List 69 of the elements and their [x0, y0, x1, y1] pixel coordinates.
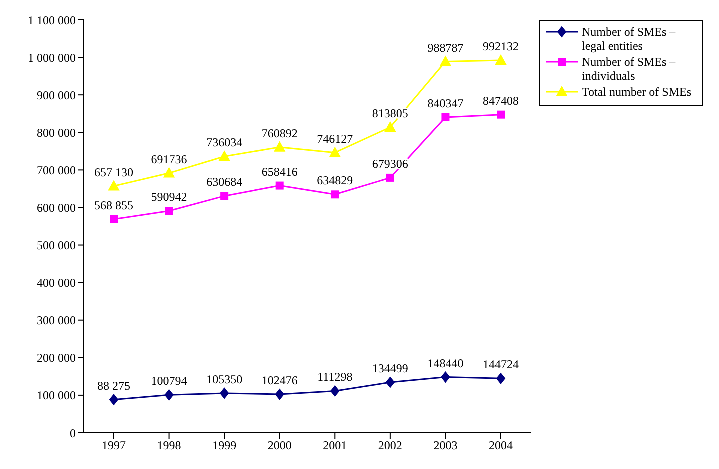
point — [384, 122, 396, 132]
point — [164, 390, 174, 401]
point — [164, 168, 175, 178]
data-label: 988787 — [428, 40, 464, 55]
data-label: 102476 — [262, 374, 298, 388]
data-label: 88 275 — [98, 378, 130, 393]
x-tick-label: 2003 — [434, 438, 458, 453]
x-tick-label: 2001 — [323, 438, 348, 453]
y-tick-label: 0 — [70, 426, 76, 440]
data-label: 100794 — [151, 374, 188, 388]
point — [108, 180, 120, 191]
point — [219, 151, 230, 162]
point — [110, 215, 118, 224]
x-tick-label: 1998 — [157, 438, 182, 453]
legend-label: Number of SMEs – legal entities — [582, 25, 677, 53]
y-tick-label: 900 000 — [37, 88, 76, 102]
point — [330, 147, 341, 158]
data-label: 847408 — [483, 94, 519, 108]
x-tick-label: 1999 — [212, 438, 237, 453]
legend-label: Total number of SMEs — [582, 85, 692, 99]
y-tick-label: 200 000 — [37, 351, 76, 366]
data-label: 657 130 — [94, 165, 134, 180]
y-tick-label: 600 000 — [37, 200, 76, 215]
y-tick-label: 400 000 — [37, 276, 76, 290]
data-label: 746127 — [317, 132, 354, 146]
x-tick-label: 1997 — [102, 438, 126, 453]
data-label: 590942 — [151, 190, 188, 204]
y-tick-label: 700 000 — [37, 163, 76, 178]
x-tick-label: 2004 — [489, 438, 513, 453]
x-tick-label: 2000 — [268, 438, 292, 453]
data-label: 630684 — [206, 175, 243, 190]
data-label: 992132 — [483, 40, 519, 54]
data-label: 111298 — [318, 370, 353, 384]
point — [330, 386, 340, 397]
data-label: 736034 — [206, 136, 243, 150]
legend-label: Number of SMEs – individuals — [582, 55, 677, 83]
point — [496, 373, 506, 384]
point — [276, 182, 284, 190]
data-label: 148440 — [428, 356, 464, 370]
data-label: 568 855 — [94, 198, 134, 212]
point — [496, 55, 506, 65]
data-label: 840347 — [428, 96, 464, 110]
point — [275, 389, 284, 400]
data-label: 634829 — [317, 174, 354, 188]
point — [497, 110, 505, 119]
point — [165, 207, 174, 216]
data-label: 134499 — [372, 362, 408, 376]
point — [110, 394, 118, 406]
data-label: 760892 — [262, 126, 298, 140]
point — [386, 174, 394, 182]
point — [274, 142, 286, 152]
point — [220, 192, 229, 200]
point — [220, 388, 230, 399]
y-tick-label: 1 100 000 — [28, 13, 76, 28]
point — [331, 190, 340, 199]
x-tick-label: 2002 — [378, 438, 402, 453]
point — [440, 56, 452, 66]
y-tick-label: 1 000 000 — [28, 50, 76, 65]
data-label: 658416 — [262, 164, 298, 179]
point — [441, 372, 450, 383]
y-tick-label: 500 000 — [37, 238, 76, 253]
y-tick-label: 300 000 — [37, 314, 76, 328]
point — [386, 377, 395, 388]
data-label: 105350 — [206, 372, 243, 386]
data-label: 144724 — [483, 358, 519, 372]
y-tick-label: 800 000 — [37, 126, 76, 140]
data-label: 691736 — [151, 152, 188, 166]
y-tick-label: 100 000 — [37, 388, 76, 403]
point — [442, 113, 450, 122]
